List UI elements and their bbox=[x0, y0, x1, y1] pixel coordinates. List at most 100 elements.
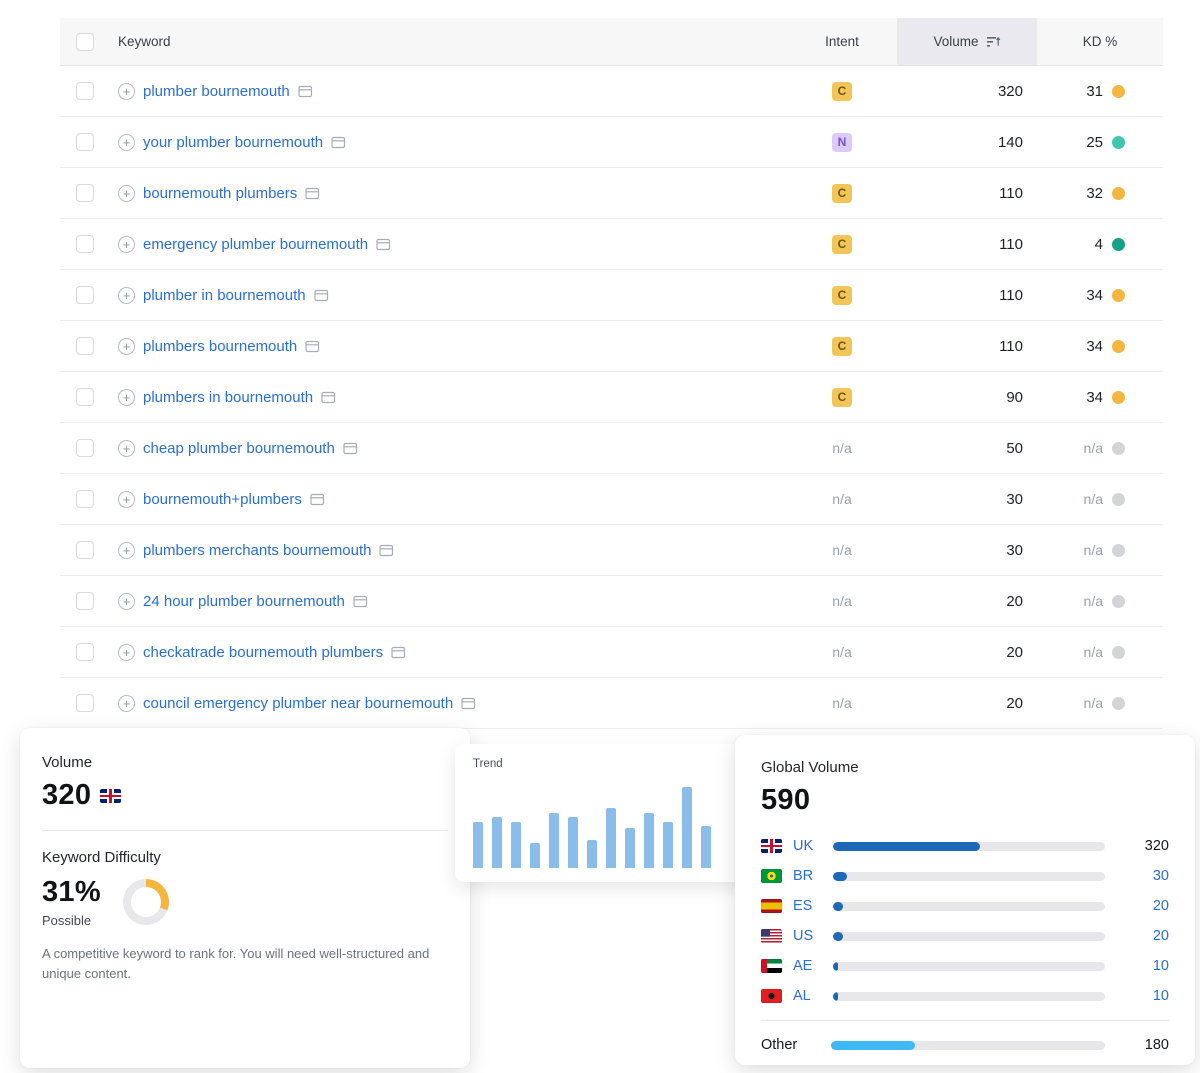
add-keyword-icon[interactable]: + bbox=[118, 592, 135, 610]
global-volume-title: Global Volume bbox=[761, 759, 859, 776]
add-keyword-icon[interactable]: + bbox=[118, 286, 135, 304]
country-code: AL bbox=[793, 988, 811, 1004]
keyword-link[interactable]: plumbers bournemouth bbox=[143, 337, 298, 355]
kd-card-title: Keyword Difficulty bbox=[42, 849, 161, 866]
trend-bar bbox=[568, 816, 578, 868]
row-checkbox[interactable] bbox=[76, 694, 94, 712]
kd-value: 34 bbox=[1086, 337, 1103, 355]
intent-badge: C bbox=[832, 387, 852, 407]
row-checkbox[interactable] bbox=[76, 235, 94, 253]
add-keyword-icon[interactable]: + bbox=[118, 388, 135, 406]
other-volume-bar bbox=[831, 1040, 1105, 1050]
add-keyword-icon[interactable]: + bbox=[118, 643, 135, 661]
add-keyword-icon[interactable]: + bbox=[118, 337, 135, 355]
volume-value: 140 bbox=[997, 133, 1023, 151]
kd-value: n/a bbox=[1083, 593, 1103, 609]
serp-icon[interactable] bbox=[353, 595, 368, 608]
row-checkbox[interactable] bbox=[76, 592, 94, 610]
trend-bar bbox=[473, 822, 483, 868]
serp-icon[interactable] bbox=[343, 442, 358, 455]
add-keyword-icon[interactable]: + bbox=[118, 694, 135, 712]
kd-description: A competitive keyword to rank for. You w… bbox=[42, 946, 430, 981]
kd-value: 34 bbox=[1086, 286, 1103, 304]
row-checkbox[interactable] bbox=[76, 133, 94, 151]
kd-column-header[interactable]: KD % bbox=[1082, 34, 1118, 49]
keyword-link[interactable]: bournemouth+plumbers bbox=[143, 490, 302, 508]
keyword-link[interactable]: checkatrade bournemouth plumbers bbox=[143, 643, 384, 661]
select-all-checkbox[interactable] bbox=[76, 32, 94, 51]
kd-dot bbox=[1112, 390, 1125, 404]
keyword-link[interactable]: bournemouth plumbers bbox=[143, 184, 298, 202]
al-flag-icon bbox=[761, 989, 782, 1003]
volume-value: 30 bbox=[1006, 490, 1023, 508]
row-checkbox[interactable] bbox=[76, 82, 94, 100]
volume-column-header[interactable]: Volume bbox=[897, 18, 1037, 65]
serp-icon[interactable] bbox=[314, 289, 329, 302]
global-volume-row: AL 10 bbox=[761, 981, 1169, 1011]
country-volume-value: 20 bbox=[1152, 928, 1169, 944]
serp-icon[interactable] bbox=[305, 187, 320, 200]
country-code: UK bbox=[793, 838, 814, 854]
table-header-row: Keyword Intent Volume KD % bbox=[60, 18, 1163, 66]
row-checkbox[interactable] bbox=[76, 643, 94, 661]
serp-icon[interactable] bbox=[321, 391, 336, 404]
serp-icon[interactable] bbox=[305, 340, 320, 353]
global-volume-row: US 20 bbox=[761, 921, 1169, 951]
intent-badge: C bbox=[832, 183, 852, 203]
row-checkbox[interactable] bbox=[76, 388, 94, 406]
volume-value: 110 bbox=[999, 184, 1023, 202]
keyword-link[interactable]: emergency plumber bournemouth bbox=[143, 235, 369, 253]
table-row: + bournemouth plumbers C 110 32 bbox=[60, 168, 1163, 219]
trend-title: Trend bbox=[473, 758, 503, 770]
serp-icon[interactable] bbox=[376, 238, 391, 251]
trend-bar bbox=[549, 813, 559, 868]
keyword-link[interactable]: 24 hour plumber bournemouth bbox=[143, 592, 345, 610]
keyword-link[interactable]: cheap plumber bournemouth bbox=[143, 439, 335, 457]
kd-value: 25 bbox=[1086, 133, 1103, 151]
keyword-link[interactable]: your plumber bournemouth bbox=[143, 133, 324, 151]
kd-dot bbox=[1112, 186, 1125, 200]
kd-dot bbox=[1112, 543, 1125, 557]
volume-value: 110 bbox=[999, 235, 1023, 253]
keyword-link[interactable]: plumbers in bournemouth bbox=[143, 388, 314, 406]
country-volume-bar bbox=[833, 871, 1105, 881]
intent-badge: C bbox=[832, 336, 852, 356]
country-volume-value: 30 bbox=[1152, 868, 1169, 884]
serp-icon[interactable] bbox=[331, 136, 346, 149]
intent-column-header[interactable]: Intent bbox=[825, 34, 859, 49]
serp-icon[interactable] bbox=[461, 697, 476, 710]
serp-icon[interactable] bbox=[310, 493, 325, 506]
row-checkbox[interactable] bbox=[76, 490, 94, 508]
add-keyword-icon[interactable]: + bbox=[118, 439, 135, 457]
row-checkbox[interactable] bbox=[76, 286, 94, 304]
volume-kd-card: Volume 320 Keyword Difficulty 31% Possib… bbox=[20, 728, 470, 1068]
kd-dot bbox=[1112, 441, 1125, 455]
kd-value: n/a bbox=[1083, 491, 1103, 507]
other-volume-value: 180 bbox=[1144, 1037, 1169, 1053]
table-row: + plumbers in bournemouth C 90 34 bbox=[60, 372, 1163, 423]
keyword-link[interactable]: plumber bournemouth bbox=[143, 82, 290, 100]
serp-icon[interactable] bbox=[391, 646, 406, 659]
volume-value: 320 bbox=[997, 82, 1023, 100]
trend-bar bbox=[682, 787, 692, 868]
row-checkbox[interactable] bbox=[76, 541, 94, 559]
add-keyword-icon[interactable]: + bbox=[118, 541, 135, 559]
kd-dot bbox=[1112, 135, 1125, 149]
add-keyword-icon[interactable]: + bbox=[118, 184, 135, 202]
add-keyword-icon[interactable]: + bbox=[118, 235, 135, 253]
volume-value: 30 bbox=[1006, 541, 1023, 559]
global-volume-row: ES 20 bbox=[761, 891, 1169, 921]
row-checkbox[interactable] bbox=[76, 439, 94, 457]
keyword-column-header[interactable]: Keyword bbox=[118, 34, 171, 49]
row-checkbox[interactable] bbox=[76, 184, 94, 202]
add-keyword-icon[interactable]: + bbox=[118, 490, 135, 508]
serp-icon[interactable] bbox=[379, 544, 394, 557]
keyword-link[interactable]: plumbers merchants bournemouth bbox=[143, 541, 372, 559]
keyword-link[interactable]: council emergency plumber near bournemou… bbox=[143, 694, 454, 712]
add-keyword-icon[interactable]: + bbox=[118, 82, 135, 100]
serp-icon[interactable] bbox=[298, 85, 313, 98]
keyword-link[interactable]: plumber in bournemouth bbox=[143, 286, 306, 304]
global-volume-value: 590 bbox=[761, 784, 811, 816]
add-keyword-icon[interactable]: + bbox=[118, 133, 135, 151]
row-checkbox[interactable] bbox=[76, 337, 94, 355]
